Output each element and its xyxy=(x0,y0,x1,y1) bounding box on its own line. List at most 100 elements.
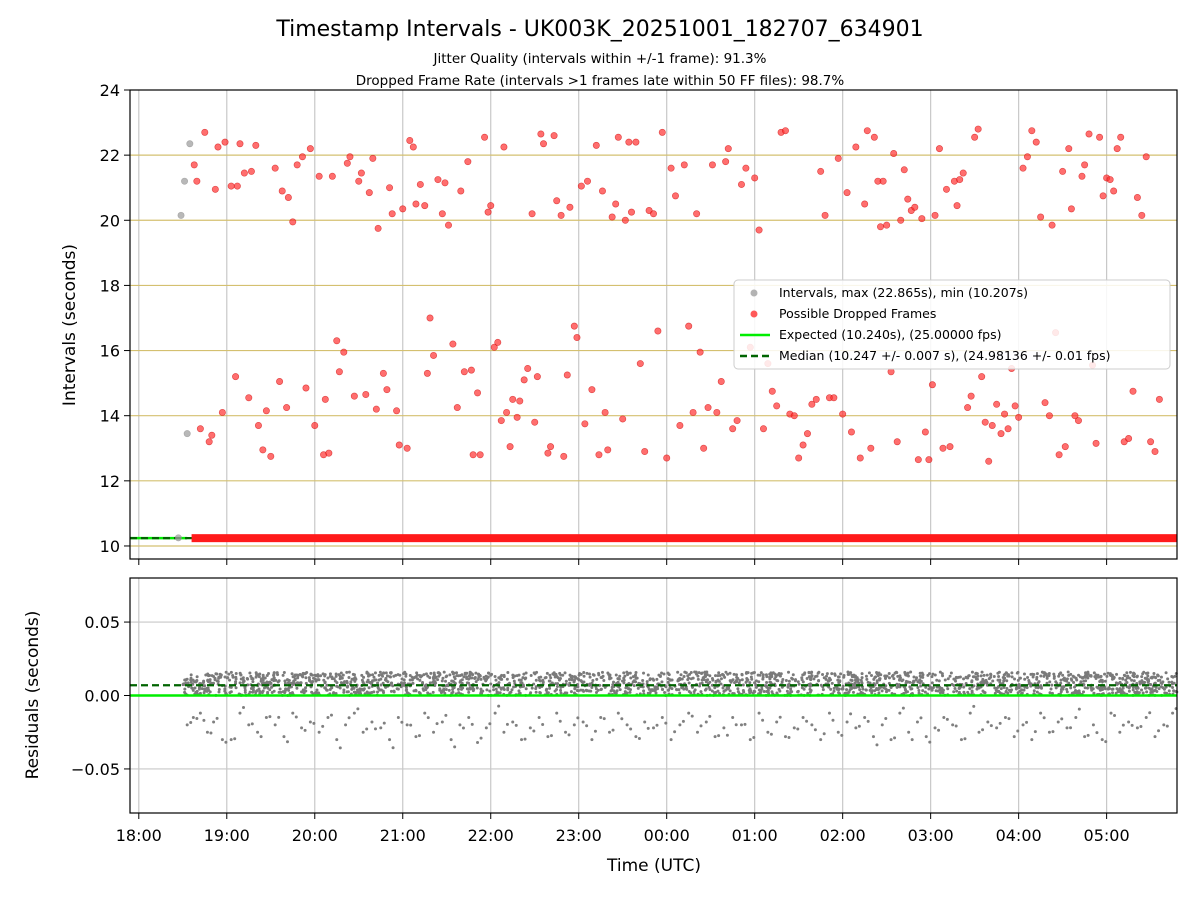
residual-point xyxy=(1115,672,1119,676)
dropped-frame-point xyxy=(325,449,333,457)
dropped-frame-point xyxy=(773,402,781,410)
dropped-frame-point xyxy=(369,154,377,162)
residual-point xyxy=(277,679,281,683)
residual-point xyxy=(1065,690,1069,694)
residual-point xyxy=(796,680,800,684)
residual-negative-point xyxy=(602,717,606,721)
residual-point xyxy=(501,686,505,690)
residual-negative-point xyxy=(643,720,647,724)
residual-point xyxy=(1099,685,1103,689)
residual-point xyxy=(1105,674,1109,678)
residual-point xyxy=(529,691,533,695)
dropped-frame-point xyxy=(1037,213,1045,221)
residual-point xyxy=(234,672,238,676)
residual-point xyxy=(997,670,1001,674)
residual-point xyxy=(564,679,568,683)
residual-point xyxy=(343,680,347,684)
residual-point xyxy=(1153,681,1157,685)
residual-point xyxy=(283,679,287,683)
residual-negative-point xyxy=(1051,730,1055,734)
residual-point xyxy=(494,687,498,691)
residual-negative-point xyxy=(937,728,941,732)
dropped-frame-point xyxy=(867,444,875,452)
residual-point xyxy=(1014,686,1018,690)
residual-point xyxy=(1092,671,1096,675)
residual-point xyxy=(1072,681,1076,685)
residual-point xyxy=(299,681,303,685)
residual-point xyxy=(529,673,533,677)
residual-point xyxy=(703,688,707,692)
residual-point xyxy=(1156,679,1160,683)
residual-negative-point xyxy=(854,726,858,730)
residual-point xyxy=(317,691,321,695)
residual-point xyxy=(837,688,841,692)
residual-point xyxy=(621,679,625,683)
residual-point xyxy=(1045,676,1049,680)
residual-point xyxy=(617,677,621,681)
residual-point xyxy=(418,678,422,682)
residual-point xyxy=(970,690,974,694)
residual-point xyxy=(396,673,400,677)
residual-point xyxy=(1048,680,1052,684)
residual-point xyxy=(1159,675,1163,679)
residual-point xyxy=(833,673,837,677)
residual-point xyxy=(854,678,858,682)
dropped-frame-point xyxy=(967,392,975,400)
residual-point xyxy=(457,674,461,678)
dropped-frame-point xyxy=(481,133,489,141)
residual-point xyxy=(452,686,456,690)
dropped-frame-point xyxy=(563,371,571,379)
residual-negative-point xyxy=(769,732,773,736)
residual-negative-point xyxy=(379,726,383,730)
residual-point xyxy=(234,675,238,679)
residual-point xyxy=(809,688,813,692)
legend-intervals-marker xyxy=(750,289,758,297)
residual-point xyxy=(319,674,323,678)
residual-point xyxy=(198,691,202,695)
residual-point xyxy=(228,685,232,689)
dropped-frame-point xyxy=(904,195,912,203)
residual-point xyxy=(919,684,923,688)
residual-negative-point xyxy=(470,722,474,726)
dropped-frame-point xyxy=(355,177,363,185)
dropped-frame-point xyxy=(453,404,461,412)
residual-point xyxy=(336,685,340,689)
residual-point xyxy=(290,672,294,676)
residual-point xyxy=(378,688,382,692)
residual-point xyxy=(257,675,261,679)
residual-point xyxy=(875,681,879,685)
residual-negative-point xyxy=(717,734,721,738)
dropped-frame-point xyxy=(883,221,891,229)
residual-point xyxy=(261,673,265,677)
residual-negative-point xyxy=(528,726,532,730)
residual-point xyxy=(1092,691,1096,695)
residual-point xyxy=(281,673,285,677)
residual-negative-point xyxy=(608,730,612,734)
residual-point xyxy=(378,670,382,674)
residual-point xyxy=(548,686,552,690)
dropped-frame-point xyxy=(612,200,620,208)
residual-point xyxy=(1094,676,1098,680)
residual-point xyxy=(362,675,366,679)
residual-point xyxy=(194,680,198,684)
residual-point xyxy=(212,674,216,678)
residual-point xyxy=(865,677,869,681)
residual-point xyxy=(989,673,993,677)
residual-point xyxy=(1069,677,1073,681)
residual-point xyxy=(1089,674,1093,678)
x-axis-tick-label: 00:00 xyxy=(644,826,690,845)
dropped-frame-point xyxy=(856,454,864,462)
intervals-y-tick-label: 18 xyxy=(100,276,120,295)
dropped-frame-point xyxy=(1142,153,1150,161)
residual-negative-point xyxy=(356,707,360,711)
residual-point xyxy=(479,677,483,681)
residual-point xyxy=(1144,671,1148,675)
residual-point xyxy=(286,681,290,685)
residual-negative-point xyxy=(989,724,993,728)
residual-point xyxy=(582,671,586,675)
residual-point xyxy=(185,677,189,681)
residual-point xyxy=(443,691,447,695)
residual-point xyxy=(223,687,227,691)
residual-point xyxy=(345,690,349,694)
dropped-frame-point xyxy=(544,449,552,457)
